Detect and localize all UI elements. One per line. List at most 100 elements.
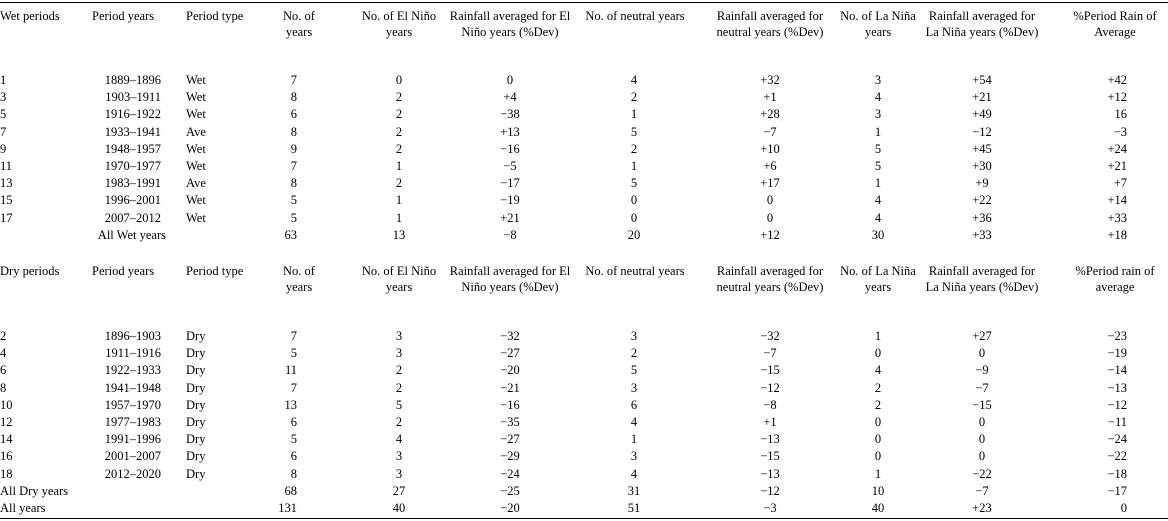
wet-table-cell: 5	[0, 107, 7, 122]
wet-table-cell: 3	[874, 107, 882, 122]
wet-table-row: All Wet years 63 13 −8 20 +12 30 +33 +18	[0, 227, 1168, 244]
wet-table-cell: −38	[500, 107, 520, 122]
wet-table-cell: +18	[1107, 227, 1127, 242]
wet-table-row: 3 1903–1911 Wet 8 2 +4 2 +1 4 +21 +12	[0, 89, 1168, 106]
wet-table-cell: 2	[395, 176, 403, 191]
wet-table-cell: 20	[627, 227, 641, 242]
dry-table-cell: 13	[284, 397, 298, 412]
dry-table-cell: −27	[500, 432, 520, 447]
wet-table-cell: +32	[760, 73, 780, 87]
dry-table-cell: 1922–1933	[104, 363, 161, 378]
dry-table-cell: All Dry years	[0, 483, 69, 498]
dry-table-cell: 3	[630, 329, 638, 343]
dry-table-cell: 7	[290, 329, 297, 343]
wet-table-cell: +42	[1107, 73, 1127, 87]
dry-table-cell: 0	[874, 346, 882, 361]
dry-table-cell: 5	[630, 363, 638, 378]
wet-table-cell: 6	[290, 107, 297, 122]
wet-table-cell: 1	[395, 193, 403, 208]
wet-table-cell: 4	[874, 210, 882, 225]
wet-header-cell: Rainfall averaged for La Niña years (%De…	[925, 9, 1039, 39]
wet-table-row: 15 1996–2001 Wet 5 1 −19 0 0 4 +22 +14	[0, 192, 1168, 209]
dry-table-cell: 3	[630, 380, 638, 395]
dry-header-cell: No. of years	[283, 264, 315, 294]
wet-table-cell: 11	[0, 159, 13, 173]
dry-table-cell: 4	[874, 363, 882, 378]
wet-table-cell: 5	[874, 159, 882, 173]
wet-table-cell: 63	[284, 227, 298, 242]
wet-table-cell: 30	[871, 227, 885, 242]
wet-table-row: 7 1933–1941 Ave 8 2 +13 5 −7 1 −12 −3	[0, 124, 1168, 141]
dry-table-cell: −7	[975, 483, 989, 498]
wet-table-cell: 2	[395, 141, 403, 156]
dry-header-cell: Rainfall averaged for El Niño years (%De…	[449, 264, 571, 294]
wet-table-cell: 5	[630, 176, 638, 191]
dry-table-cell: 6	[290, 415, 297, 429]
dry-table-cell: −15	[972, 397, 992, 412]
wet-table-cell: +17	[760, 176, 780, 191]
dry-table-cell: 0	[978, 432, 986, 447]
dry-table-cell: 1	[630, 432, 638, 447]
wet-table-cell: 4	[874, 193, 882, 208]
dry-table-cell: 3	[630, 449, 638, 464]
wet-table-cell: +33	[1107, 210, 1127, 225]
dry-table-cell: −12	[760, 380, 780, 395]
dry-header-cell: Period years	[92, 264, 155, 278]
dry-table-cell: Dry	[186, 329, 206, 343]
dry-table-cell: 1957–1970	[104, 397, 161, 412]
dry-header-cell: No. of La Niña years	[840, 264, 916, 294]
dry-table-cell: 2	[874, 397, 882, 412]
wet-table-row: 5 1916–1922 Wet 6 2 −38 1 +28 3 +49 16	[0, 106, 1168, 123]
dry-table-cell: −29	[500, 449, 520, 464]
wet-table-cell: 0	[766, 193, 774, 208]
wet-table-cell: −3	[1113, 124, 1127, 139]
wet-table-cell: 2	[395, 90, 403, 105]
dry-table-cell: 8	[290, 466, 297, 481]
wet-table-cell: 1889–1896	[104, 73, 161, 87]
dry-table-cell: 4	[630, 415, 638, 429]
dry-table-cell: Dry	[186, 380, 206, 395]
dry-table-cell: Dry	[186, 466, 206, 481]
dry-table-cell: 16	[0, 449, 13, 464]
dry-table-cell: 2	[874, 380, 882, 395]
dry-table-cell: −3	[763, 501, 777, 515]
dry-header-cell: Rainfall averaged for neutral years (%De…	[716, 264, 824, 294]
wet-table-cell: 5	[874, 141, 882, 156]
wet-table-cell: 4	[630, 73, 638, 87]
wet-table-cell: 13	[392, 227, 406, 242]
dry-header-cell: Rainfall averaged for La Niña years (%De…	[925, 264, 1039, 294]
wet-table-cell: 1	[395, 210, 403, 225]
dry-table-cell: 0	[1120, 501, 1127, 515]
wet-table-cell: 5	[290, 193, 297, 208]
wet-table-cell: +54	[972, 73, 992, 87]
wet-table-cell: 3	[0, 90, 7, 105]
wet-table-cell: +21	[500, 210, 520, 225]
dry-table-cell: 6	[630, 397, 638, 412]
dry-table-cell: 3	[395, 346, 403, 361]
dry-table-cell: 5	[395, 397, 403, 412]
dry-header-cell: No. of El Niño years	[361, 264, 437, 294]
wet-table-cell: 7	[290, 159, 297, 173]
dry-table-cell: −15	[760, 363, 780, 378]
dry-table-cell: 1977–1983	[104, 415, 161, 429]
dry-table-cell: −7	[975, 380, 989, 395]
wet-table-cell: 1	[0, 73, 7, 87]
wet-table-cell: 9	[290, 141, 297, 156]
wet-table-cell: 7	[290, 73, 297, 87]
dry-table-cell: Dry	[186, 449, 206, 464]
dry-table-cell: −15	[760, 449, 780, 464]
wet-table-cell: 8	[290, 124, 297, 139]
wet-table-row: 1 1889–1896 Wet 7 0 0 4 +32 3 +54 +42	[0, 72, 1168, 89]
dry-table-cell: 1	[874, 466, 882, 481]
dry-table-cell: Dry	[186, 432, 206, 447]
dry-table-cell: 1911–1916	[105, 346, 161, 361]
dry-table-row: 12 1977–1983 Dry 6 2 −35 4 +1 0 0 −11	[0, 414, 1168, 431]
wet-header-cell: Period type	[186, 9, 244, 23]
dry-table-cell: 1	[874, 329, 882, 343]
dry-table-cell: −12	[1107, 397, 1127, 412]
wet-table-cell: −17	[500, 176, 520, 191]
dry-table-cell: −7	[763, 346, 777, 361]
wet-table-cell: Ave	[186, 176, 206, 191]
wet-table-cell: 5	[290, 210, 297, 225]
wet-header-cell: No. of neutral years	[585, 9, 685, 23]
